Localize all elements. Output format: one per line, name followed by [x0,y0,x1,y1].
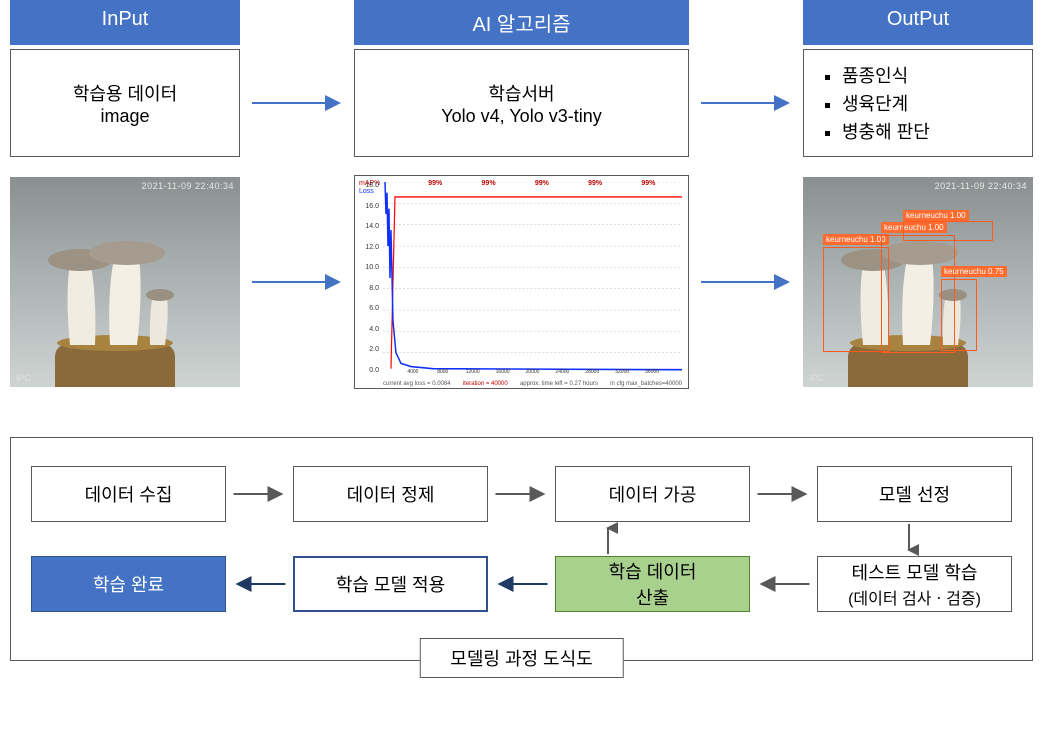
header-spacer [240,0,354,45]
input-image: 2021-11-09 22:40:34 IPC [10,177,240,387]
timestamp: 2021-11-09 22:40:34 [142,181,234,191]
y-tick: 4.0 [357,326,379,333]
header-row: InPut AI 알고리즘 OutPut [0,0,1043,45]
y-axis-ticks: 18.0 16.0 14.0 12.0 10.0 8.0 6.0 4.0 2.0… [357,182,379,374]
training-chart: mAP% Loss 18.0 16.0 14.0 12.0 10.0 8.0 6… [354,175,689,389]
y-tick: 10.0 [357,264,379,271]
y-tick: 2.0 [357,346,379,353]
y-tick: 6.0 [357,305,379,312]
arrow-algo-to-output [689,49,803,157]
flow-row-1: 데이터 수집 데이터 정제 데이터 가공 모델 선정 [31,466,1012,522]
flow-arrow [226,574,293,594]
flow-data-process: 데이터 가공 [555,466,750,522]
image-row: 2021-11-09 22:40:34 IPC mAP% Loss [0,175,1043,389]
flow-train-complete: 학습 완료 [31,556,226,612]
footer-max: in cfg max_batches=40000 [610,381,682,387]
output-bullets: 품종인식 생육단계 병충해 판단 [818,60,1018,146]
flow-caption: 모델링 과정 도식도 [419,638,623,678]
algo-box: 학습서버 Yolo v4, Yolo v3-tiny [354,49,689,157]
header-algo: AI 알고리즘 [354,0,689,45]
detection-bbox: keurneuchu 0.75 [941,279,977,351]
svg-text:16000: 16000 [496,369,510,374]
output-image: 2021-11-09 22:40:34 IPC keurneuchu 1.00 … [803,177,1033,387]
svg-text:36000: 36000 [645,369,659,374]
flowchart-section: 데이터 수집 데이터 정제 데이터 가공 모델 선정 학습 완료 학습 모델 적… [10,437,1033,661]
output-box: 품종인식 생육단계 병충해 판단 [803,49,1033,157]
flow-arrow [488,484,555,504]
header-input: InPut [10,0,240,45]
svg-text:32000: 32000 [615,369,629,374]
svg-text:8000: 8000 [437,369,448,374]
flow-data-output: 학습 데이터 산출 [555,556,750,612]
footer-time: approx. time left = 0.27 hours [520,381,598,387]
y-tick: 16.0 [357,203,379,210]
flow-arrow-down [899,522,919,556]
bbox-label: keurneuchu 1.00 [903,210,969,221]
flow-label: (데이터 검사ㆍ검증) [848,585,981,609]
detection-bbox: keurneuchu 1.00 [823,247,889,352]
y-tick: 18.0 [357,182,379,189]
svg-text:24000: 24000 [555,369,569,374]
flow-test-model: 테스트 모델 학습 (데이터 검사ㆍ검증) [817,556,1012,612]
output-bullet: 품종인식 [842,62,1018,88]
svg-text:4000: 4000 [407,369,418,374]
mushroom-icon [15,217,215,387]
flow-label: 테스트 모델 학습 [848,559,981,585]
chart-footer: current avg loss = 0.0084 iteration = 40… [383,381,682,387]
flow-data-clean: 데이터 정제 [293,466,488,522]
input-line2: image [100,106,149,127]
y-tick: 8.0 [357,285,379,292]
algo-line2: Yolo v4, Yolo v3-tiny [441,106,601,127]
flow-arrow [226,484,293,504]
header-spacer [689,0,803,45]
svg-text:28000: 28000 [585,369,599,374]
algo-line1: 학습서버 [488,80,554,106]
flow-model-select: 모델 선정 [817,466,1012,522]
flow-arrow [750,574,817,594]
y-tick: 12.0 [357,244,379,251]
flow-label: 학습 데이터 [609,558,697,584]
arrow-img-to-chart [240,270,354,294]
y-tick: 14.0 [357,223,379,230]
footer-iter: iteration = 40000 [463,381,508,387]
output-bullet: 병충해 판단 [842,118,1018,144]
flow-model-apply: 학습 모델 적용 [293,556,488,612]
flow-label: 산출 [609,584,697,610]
bbox-label: keurneuchu 1.00 [823,234,889,245]
header-output: OutPut [803,0,1033,45]
arrow-chart-to-output [689,270,803,294]
output-bullet: 생육단계 [842,90,1018,116]
svg-text:20000: 20000 [526,369,540,374]
chart-svg: 4000 8000 12000 16000 20000 24000 28000 32000… [383,182,682,374]
bbox-label: keurneuchu 0.75 [941,266,1007,277]
flow-arrow [488,574,555,594]
flow-arrow-up [598,522,618,556]
flow-row-2: 학습 완료 학습 모델 적용 학습 데이터 산출 테스트 모델 학습 (데이터 … [31,556,1012,612]
timestamp: 2021-11-09 22:40:34 [935,181,1027,191]
input-line1: 학습용 데이터 [73,80,177,106]
svg-text:12000: 12000 [466,369,480,374]
y-tick: 0.0 [357,367,379,374]
arrow-input-to-algo [240,49,354,157]
flow-data-collect: 데이터 수집 [31,466,226,522]
content-row: 학습용 데이터 image 학습서버 Yolo v4, Yolo v3-tiny… [0,49,1043,157]
detection-bbox: keurneuchu 1.00 [903,221,993,241]
flow-arrow [750,484,817,504]
input-box: 학습용 데이터 image [10,49,240,157]
footer-loss: current avg loss = 0.0084 [383,381,451,387]
